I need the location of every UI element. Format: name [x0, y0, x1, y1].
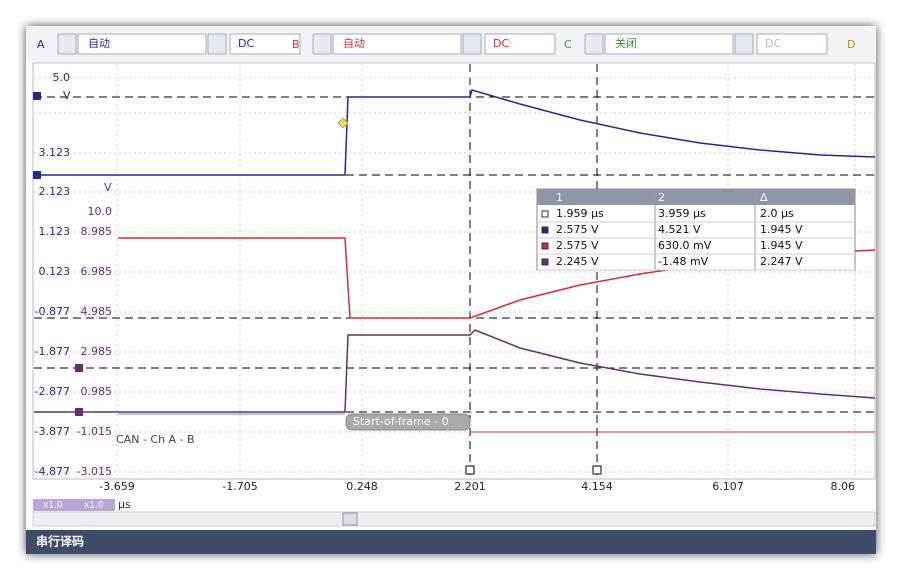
axis-b-label: 8.985 [81, 225, 113, 238]
x-tick-label: 4.154 [581, 480, 613, 493]
table-header: Δ [760, 191, 768, 204]
axis-b-unit: V [104, 181, 112, 194]
table-header: 2 [658, 191, 665, 204]
axis-b-label: 4.985 [81, 305, 113, 318]
ruler-handle[interactable] [465, 465, 475, 475]
row-marker [541, 242, 549, 250]
range-select[interactable] [604, 33, 734, 55]
channel-name: D [847, 38, 855, 51]
marker-c [75, 364, 83, 372]
table-cell: 1.945 V [760, 223, 803, 236]
axis-b-label: 2.985 [81, 345, 113, 358]
x-tick-label: 6.107 [712, 480, 744, 493]
row-marker [541, 226, 549, 234]
zoom: x1.0 [43, 501, 63, 511]
axis-a-label: 5.0 [53, 71, 71, 84]
table-cell: 2.245 V [556, 255, 599, 268]
plot-area [32, 62, 876, 480]
row-marker [541, 258, 549, 266]
marker-a [33, 171, 41, 179]
x-tick-label: -3.659 [99, 480, 134, 493]
axis-a-label: 0.123 [39, 265, 71, 278]
axis-a-label: 1.123 [39, 225, 71, 238]
x-unit: µs [118, 498, 131, 511]
rulers-table: 1 2 Δ 1.959 µs 3.959 µs 2.0 µs 2.575 V 4.521 V 1… [536, 188, 856, 271]
waveform-a [35, 89, 876, 176]
next-button[interactable] [462, 33, 482, 55]
axis-b-label: 6.985 [81, 265, 113, 278]
axis-a-label: -3.877 [35, 425, 70, 438]
x-tick-label: -1.705 [222, 480, 257, 493]
coupling-value: DC [765, 37, 781, 50]
decode-label: CAN - Ch A - B [116, 433, 195, 446]
range-value: 关闭 [615, 36, 637, 50]
table-header: 1 [556, 191, 563, 204]
coupling-value: DC [238, 37, 254, 50]
table-cell: 2.575 V [556, 223, 599, 236]
row-marker [541, 210, 549, 218]
trigger-marker [337, 117, 349, 129]
table-cell: 2.247 V [760, 255, 803, 268]
axis-b-label: 0.985 [81, 385, 113, 398]
axis-a-label: -0.877 [35, 305, 70, 318]
x-tick-label: 0.248 [346, 480, 378, 493]
next-button[interactable] [734, 33, 754, 55]
decode-frame [345, 413, 471, 431]
table-cell: 4.521 V [658, 223, 701, 236]
table-cell: 3.959 µs [658, 207, 706, 220]
axis-a-label: 2.123 [39, 185, 71, 198]
axis-b-label: -1.015 [77, 425, 112, 438]
scroll-thumb[interactable] [342, 512, 358, 526]
zoom-strip [33, 499, 115, 511]
marker-c [75, 408, 83, 416]
scrollbar[interactable] [32, 511, 876, 527]
next-button[interactable] [207, 33, 227, 55]
channel-name: C [564, 38, 572, 51]
axis-a-label: -4.877 [35, 465, 70, 478]
axes: 5.0 3.123 2.123 1.123 0.123 -0.877 -1.877 -2.87… [35, 71, 855, 493]
toolbar-items: A 自动 DC B 自动 DC C 关闭 DC D [37, 33, 855, 55]
axis-a-label: 3.123 [39, 146, 71, 159]
table-cell: 1.945 V [760, 239, 803, 252]
status-text: 串行译码 [36, 534, 84, 549]
range-value: 自动 [88, 37, 110, 50]
prev-button[interactable] [57, 33, 77, 55]
zoom: x1.0 [84, 501, 104, 511]
prev-button[interactable] [584, 33, 604, 55]
range-select[interactable] [77, 33, 207, 55]
coupling-select[interactable] [229, 33, 301, 55]
axis-a-label: -2.877 [35, 385, 70, 398]
axis-a-unit: V [63, 89, 71, 102]
marker-a [33, 92, 41, 100]
table-cell: 2.0 µs [760, 207, 794, 220]
coupling-select[interactable] [756, 33, 828, 55]
table-cell: 2.575 V [556, 239, 599, 252]
status-bar [26, 530, 876, 554]
range-value: 自动 [343, 37, 365, 50]
coupling-value: DC [493, 37, 509, 50]
axis-b-label: -3.015 [77, 465, 112, 478]
x-tick-label: 8.06 [831, 480, 856, 493]
channel-name: B [292, 38, 300, 51]
ruler-handle[interactable] [592, 465, 602, 475]
decode-frame-text: Start-of-frame - 0 [353, 415, 449, 428]
prev-button[interactable] [312, 33, 332, 55]
axis-b-label: 10.0 [88, 205, 113, 218]
table-cell: 1.959 µs [556, 207, 604, 220]
coupling-select[interactable] [484, 33, 556, 55]
table-cell: -1.48 mV [658, 255, 709, 268]
table-cell: 630.0 mV [658, 239, 712, 252]
waveform-c [35, 329, 876, 413]
channel-name: A [37, 38, 45, 51]
x-tick-label: 2.201 [454, 480, 486, 493]
range-select[interactable] [332, 33, 462, 55]
axis-a-label: -1.877 [35, 345, 70, 358]
